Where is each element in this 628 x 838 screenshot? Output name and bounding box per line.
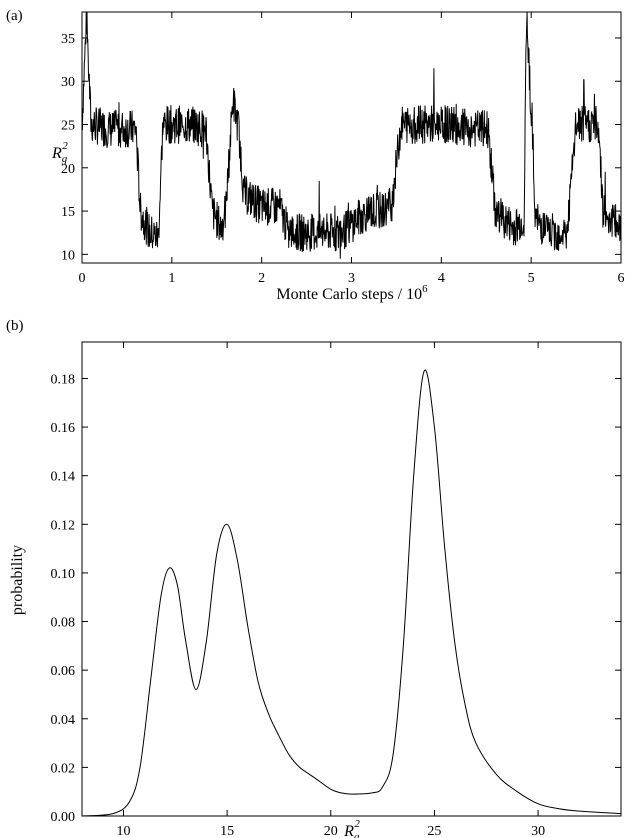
panel-b-label: (b) <box>6 318 24 334</box>
panel-a-y-axis-title-sub: g <box>62 153 68 165</box>
panel-b-x-tick-label: 30 <box>531 824 545 838</box>
panel-b-y-tick-label: 0.06 <box>51 664 76 679</box>
panel-a-label: (a) <box>6 8 23 24</box>
panel-a-x-axis-title: Monte Carlo steps / 106 <box>276 283 428 303</box>
panel-a-x-tick-label: 3 <box>348 271 355 286</box>
panel-b-series-line <box>81 369 622 817</box>
panel-a-x-axis-title-exponent: 6 <box>422 283 428 295</box>
panel-b-y-tick-label: 0.12 <box>51 518 76 533</box>
panel-a-x-tick-label: 1 <box>168 271 175 286</box>
panel-a-y-axis-title-sup: 2 <box>62 140 68 152</box>
panel-b-y-tick-label: 0.02 <box>51 761 76 776</box>
panel-b-y-tick-label: 0.18 <box>51 372 76 387</box>
panel-b-y-tick-label: 0.16 <box>51 421 76 436</box>
panel-a-y-tick-label: 25 <box>61 119 75 134</box>
panel-a-x-tick-label: 2 <box>258 271 265 286</box>
panel-a-x-tick-label: 5 <box>528 271 535 286</box>
panel-a-y-tick-label: 35 <box>61 32 75 47</box>
panel-a-y-axis-title: Rg2 <box>51 140 68 165</box>
panel-a-x-tick-label: 0 <box>79 271 86 286</box>
panel-b-y-axis-title: probability <box>9 545 26 615</box>
panel-b-x-axis-title-sub: g <box>354 831 360 838</box>
panel-b: (b) 10 15 20 25 30 0.000.020.040.060.080.100… <box>6 318 622 838</box>
panel-a-y-tick-label: 10 <box>61 248 75 263</box>
panel-b-x-axis-title-base: R <box>343 823 354 838</box>
panel-a-y-ticks: 10 15 20 25 30 35 <box>61 32 621 263</box>
panel-a-series-line <box>81 11 622 259</box>
panel-b-x-tick-label: 20 <box>324 824 338 838</box>
panel-a-y-axis-title-base: R <box>51 145 62 162</box>
panel-b-x-axis-title: Rg2 <box>343 818 360 838</box>
panel-a-x-ticks: 0 1 2 3 4 5 6 <box>79 12 625 286</box>
panel-a-x-tick-label: 4 <box>438 271 445 286</box>
panel-b-y-tick-label: 0.08 <box>51 616 76 631</box>
panel-b-y-tick-label: 0.04 <box>51 713 76 728</box>
panel-b-frame <box>81 341 622 817</box>
panel-a-y-tick-label: 15 <box>61 205 75 220</box>
panel-b-x-axis-title-sup: 2 <box>354 818 360 830</box>
panel-b-x-tick-label: 15 <box>220 824 234 838</box>
panel-b-x-tick-label: 25 <box>427 824 441 838</box>
panel-a-x-tick-label: 6 <box>618 271 625 286</box>
panel-b-y-tick-label: 0.00 <box>51 810 76 825</box>
panel-b-y-ticks: 0.00 0.02 0.04 0.06 0.08 0.10 0.12 0.14 0.16 0.18 <box>51 372 621 825</box>
panel-a-y-tick-label: 20 <box>61 162 75 177</box>
panel-b-x-ticks: 10 15 20 25 30 <box>116 342 545 838</box>
panel-b-x-tick-label: 10 <box>116 824 130 838</box>
panel-a-y-tick-label: 30 <box>61 75 75 90</box>
panel-b-y-tick-label: 0.14 <box>51 470 76 485</box>
panel-b-y-tick-label: 0.10 <box>51 567 76 582</box>
panel-a: (a) 0 1 2 3 4 5 6 10 15 20 25 30 35 Monte Carlo ste… <box>6 8 625 303</box>
panel-a-x-axis-title-text: Monte Carlo steps / 10 <box>276 286 422 303</box>
